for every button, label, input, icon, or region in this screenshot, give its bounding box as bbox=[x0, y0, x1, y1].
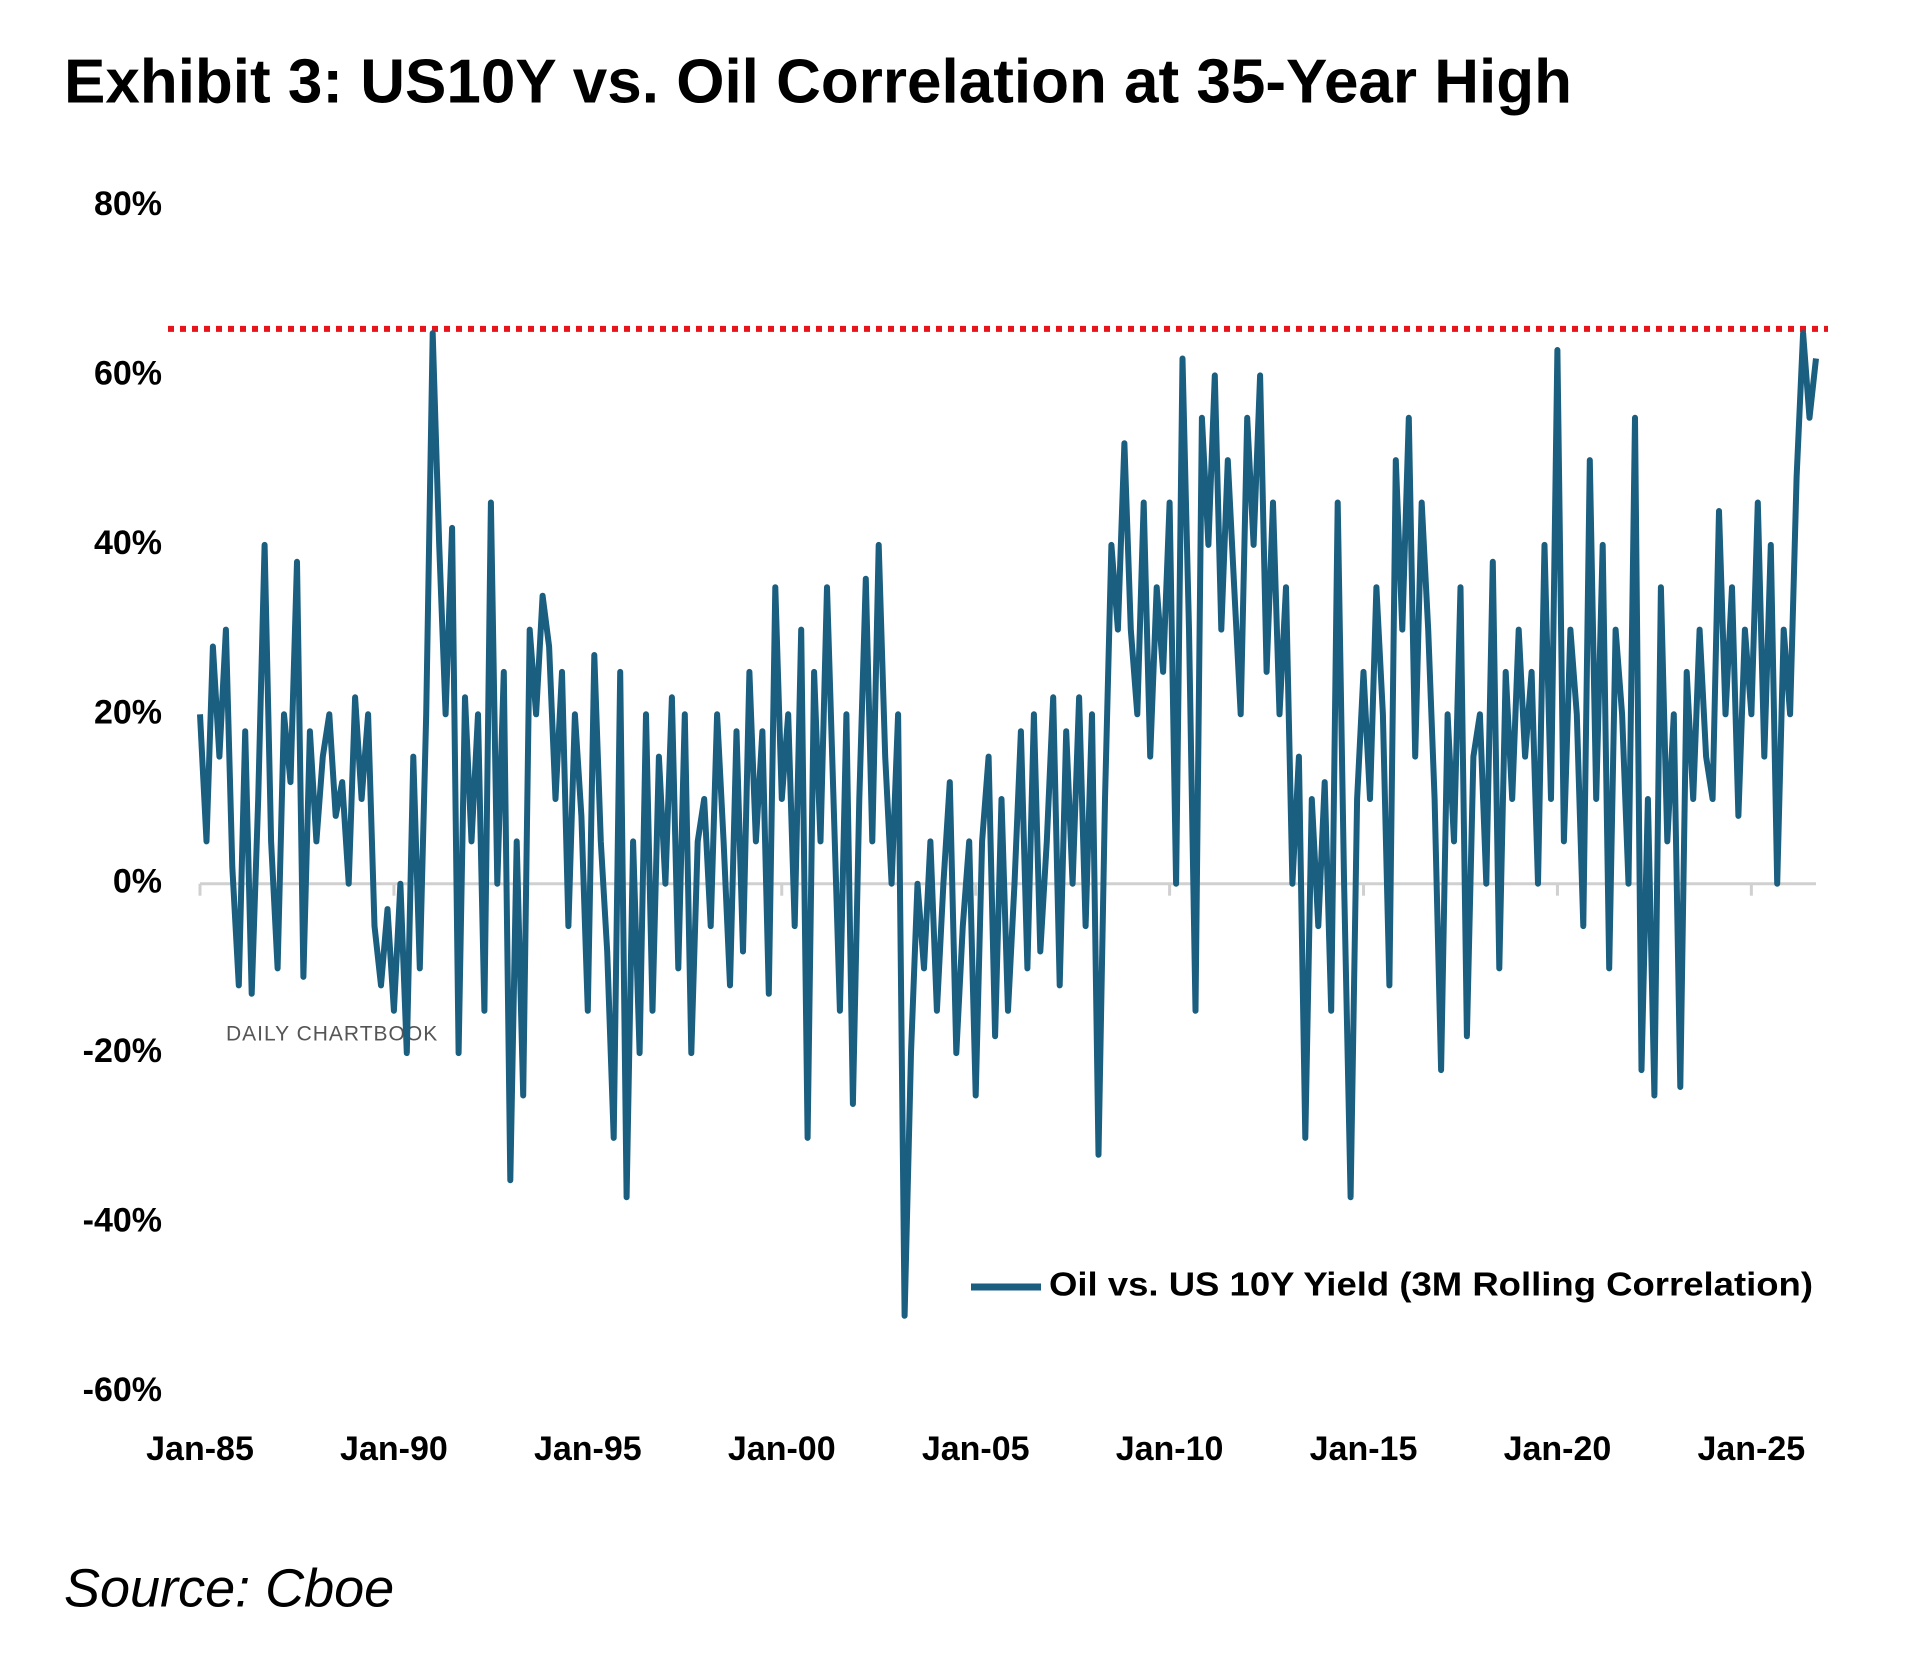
y-tick-label: -60% bbox=[83, 1371, 162, 1409]
y-tick-label: 60% bbox=[94, 354, 162, 392]
x-tick-label: Jan-05 bbox=[922, 1430, 1030, 1468]
source-note: Source: Cboe bbox=[64, 1558, 394, 1618]
x-tick-label: Jan-20 bbox=[1504, 1430, 1612, 1468]
x-tick-label: Jan-15 bbox=[1310, 1430, 1418, 1468]
x-tick-label: Jan-95 bbox=[534, 1430, 642, 1468]
y-tick-label: -20% bbox=[83, 1032, 162, 1070]
y-tick-label: -40% bbox=[83, 1202, 162, 1240]
x-tick-label: Jan-25 bbox=[1697, 1430, 1805, 1468]
x-tick-label: Jan-00 bbox=[728, 1430, 836, 1468]
series-line bbox=[197, 330, 1819, 1319]
legend-label: Oil vs. US 10Y Yield (3M Rolling Correla… bbox=[1049, 1266, 1813, 1303]
y-tick-label: 20% bbox=[94, 693, 162, 731]
y-tick-label: 80% bbox=[94, 185, 162, 223]
x-tick-label: Jan-90 bbox=[340, 1430, 448, 1468]
y-tick-label: 0% bbox=[113, 863, 162, 901]
x-tick-label: Jan-10 bbox=[1116, 1430, 1224, 1468]
watermark: DAILY CHARTBOOK bbox=[226, 1023, 438, 1046]
y-tick-label: 40% bbox=[94, 524, 162, 562]
x-tick-label: Jan-85 bbox=[146, 1430, 254, 1468]
chart-title: Exhibit 3: US10Y vs. Oil Correlation at … bbox=[64, 47, 1572, 116]
